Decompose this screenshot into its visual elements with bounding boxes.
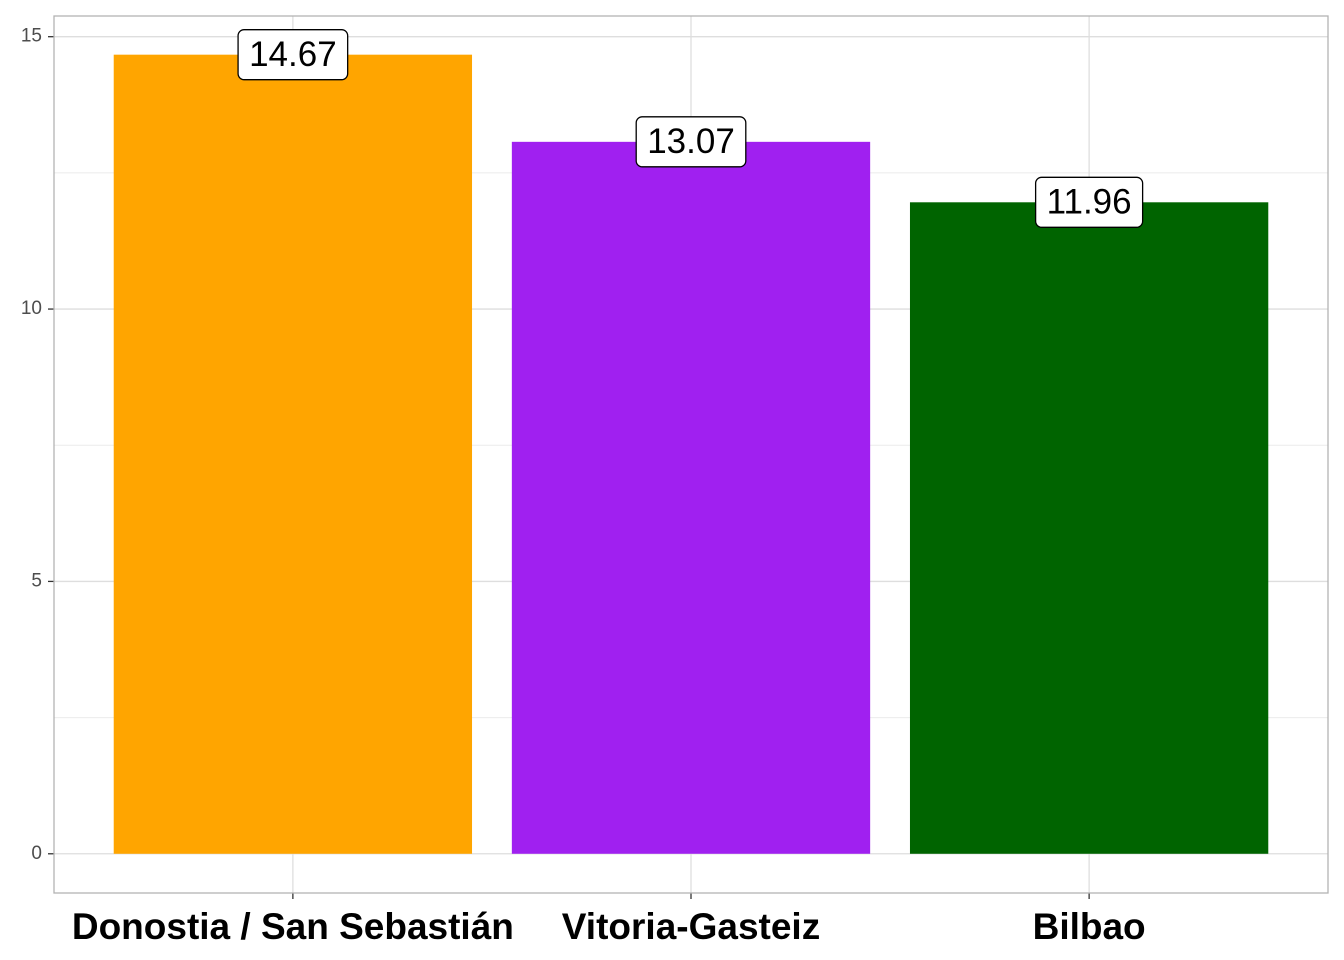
y-tick-label: 5 (31, 570, 42, 591)
y-tick-label: 15 (21, 26, 42, 47)
y-tick-label: 10 (21, 298, 42, 319)
x-tick-label: Vitoria-Gasteiz (562, 906, 820, 947)
value-label-box (1034, 176, 1144, 228)
value-label: 13.07 (647, 122, 735, 161)
bar (113, 54, 473, 854)
value-label: 11.96 (1047, 183, 1132, 222)
value-label: 14.67 (249, 35, 337, 74)
value-label-box (237, 29, 349, 81)
bar (909, 202, 1269, 854)
value-label-box (635, 116, 747, 168)
x-tick-label: Bilbao (1033, 906, 1146, 947)
x-tick-label: Donostia / San Sebastián (72, 906, 514, 947)
bar (511, 141, 871, 854)
y-tick-label: 0 (31, 843, 42, 864)
panel-border (53, 15, 1329, 894)
